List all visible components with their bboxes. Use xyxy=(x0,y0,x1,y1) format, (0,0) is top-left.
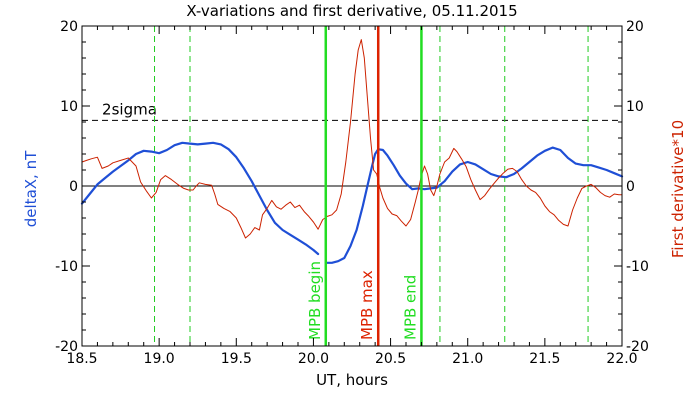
x-axis-label: UT, hours xyxy=(316,371,388,389)
right-y-tick-label-2: 0 xyxy=(626,179,635,195)
axes-layer: 18.5 19.0 19.5 20.0 20.5 21.0 21.5 22.0-20-1001… xyxy=(55,19,649,367)
deltaX-series-segment-1 xyxy=(80,141,320,256)
left-y-axis-label: deltaX, nT xyxy=(22,150,40,227)
right-y-tick-label-1: -10 xyxy=(626,259,649,275)
mpb-max-marker-label: MPB max xyxy=(358,270,376,340)
right-y-tick-label-4: 20 xyxy=(626,19,644,35)
threshold-label: 2sigma xyxy=(102,100,157,118)
derivative-series-segment-1 xyxy=(81,39,623,239)
mpb-begin-marker-label: MPB begin xyxy=(306,261,324,340)
left-y-tick-label-0: -20 xyxy=(55,339,78,355)
plot-background-layer: 2sigma xyxy=(82,26,622,346)
right-y-axis-label: First derivative*10 xyxy=(669,120,687,258)
plot-series-layer xyxy=(80,39,624,264)
x-tick-label-6: 21.5 xyxy=(529,351,560,367)
x-tick-label-5: 21.0 xyxy=(452,351,483,367)
left-y-tick-label-2: 0 xyxy=(69,179,78,195)
deltaX-series-segment-2 xyxy=(324,146,624,264)
right-y-tick-label-0: -20 xyxy=(626,339,649,355)
mpb-end-marker-label: MPB end xyxy=(401,275,419,340)
left-y-tick-label-4: 20 xyxy=(60,19,78,35)
x-tick-label-3: 20.0 xyxy=(298,351,329,367)
chart-title: X-variations and first derivative, 05.11… xyxy=(186,2,517,20)
x-tick-label-7: 22.0 xyxy=(606,351,637,367)
x-tick-label-4: 20.5 xyxy=(375,351,406,367)
x-tick-label-0: 18.5 xyxy=(66,351,97,367)
left-y-tick-label-3: 10 xyxy=(60,99,78,115)
x-tick-label-2: 19.5 xyxy=(221,351,252,367)
right-y-tick-label-3: 10 xyxy=(626,99,644,115)
plot-markers-layer: MPB begin MPB max MPB end xyxy=(306,26,423,346)
left-y-tick-label-1: -10 xyxy=(55,259,78,275)
x-tick-label-1: 19.0 xyxy=(144,351,175,367)
